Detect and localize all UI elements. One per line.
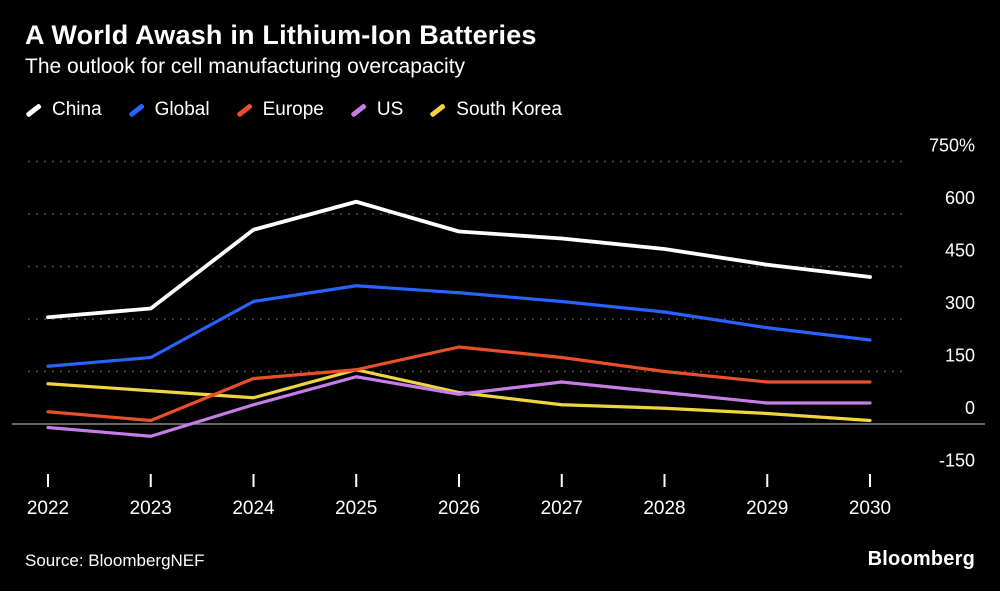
chart-header: A World Awash in Lithium-Ion Batteries T…: [25, 20, 975, 121]
x-axis-label-2030: 2030: [849, 498, 891, 519]
y-axis-label-750: 750%: [929, 136, 975, 156]
y-axis-label-0: 0: [965, 398, 975, 418]
series-line-europe: [46, 345, 872, 423]
legend-label-china: China: [52, 99, 102, 121]
x-axis-label-2026: 2026: [438, 498, 480, 519]
x-axis-label-2028: 2028: [643, 498, 685, 519]
x-axis-label-2022: 2022: [27, 498, 69, 519]
x-axis-label-2029: 2029: [746, 498, 788, 519]
chart-title: A World Awash in Lithium-Ion Batteries: [25, 20, 537, 50]
legend-item-global: Global: [128, 99, 210, 121]
legend-swatch-south-korea: [429, 103, 446, 118]
series-line-global: [46, 284, 872, 368]
x-axis-label-2025: 2025: [335, 498, 377, 519]
legend-swatch-global: [128, 103, 145, 118]
y-axis-label-150: 150: [945, 346, 975, 366]
x-axis-label-2027: 2027: [541, 498, 583, 519]
x-axis-label-2024: 2024: [232, 498, 275, 519]
x-axis-label-2023: 2023: [130, 498, 172, 519]
legend-swatch-europe: [235, 103, 253, 118]
y-axis-label--150: -150: [939, 451, 975, 471]
chart-legend: China Global Europe US South Korea: [25, 99, 975, 121]
series-line-china: [46, 199, 872, 320]
y-axis-label-300: 300: [945, 293, 975, 313]
legend-label-global: Global: [154, 99, 210, 121]
legend-item-china: China: [25, 99, 102, 121]
legend-label-south-korea: South Korea: [456, 99, 562, 121]
series-line-us: [46, 375, 872, 438]
series-line-south-korea: [46, 368, 872, 423]
legend-item-south-korea: South Korea: [429, 99, 562, 121]
legend-item-europe: Europe: [235, 99, 324, 121]
legend-swatch-china: [25, 103, 42, 118]
legend-label-europe: Europe: [262, 99, 324, 121]
bloomberg-logo: Bloomberg: [867, 548, 975, 570]
y-axis-label-450: 450: [945, 241, 975, 261]
source-note: Source: BloombergNEF: [25, 551, 205, 570]
legend-swatch-us: [350, 103, 367, 118]
legend-label-us: US: [376, 99, 404, 121]
chart-subtitle: The outlook for cell manufacturing overc…: [25, 55, 466, 79]
legend-item-us: US: [350, 99, 403, 121]
y-axis-label-600: 600: [945, 188, 975, 208]
